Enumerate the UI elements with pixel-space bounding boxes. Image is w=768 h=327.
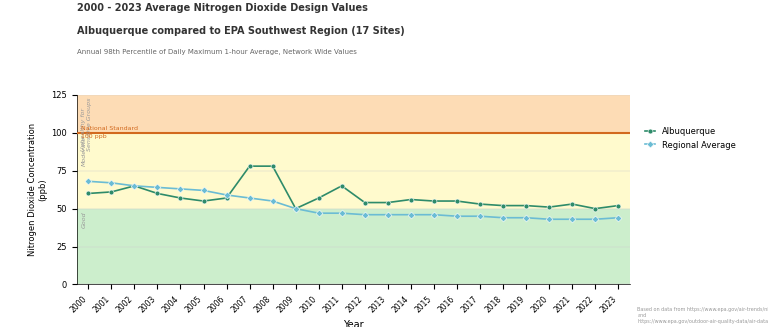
Text: Good: Good bbox=[81, 212, 87, 228]
Regional Average bbox=[291, 207, 300, 211]
Text: Based on data from https://www.epa.gov/air-trends/nitrogen-dioxide-trends
and
ht: Based on data from https://www.epa.gov/a… bbox=[637, 307, 768, 324]
Regional Average bbox=[498, 216, 508, 220]
Bar bbox=[77, 133, 630, 209]
Albuquerque bbox=[475, 202, 485, 206]
Regional Average bbox=[521, 216, 531, 220]
Regional Average bbox=[84, 179, 93, 183]
Albuquerque bbox=[199, 199, 208, 203]
Albuquerque bbox=[498, 204, 508, 208]
Albuquerque bbox=[291, 207, 300, 211]
Text: National Standard: National Standard bbox=[81, 126, 138, 131]
Legend: Albuquerque, Regional Average: Albuquerque, Regional Average bbox=[645, 128, 736, 150]
Regional Average bbox=[337, 211, 346, 215]
Regional Average bbox=[429, 213, 439, 217]
Albuquerque bbox=[545, 205, 554, 209]
Regional Average bbox=[475, 214, 485, 218]
Albuquerque bbox=[521, 204, 531, 208]
Regional Average bbox=[199, 188, 208, 192]
Albuquerque bbox=[245, 164, 254, 168]
Albuquerque bbox=[84, 192, 93, 196]
Y-axis label: Nitrogen Dioxide Concentration
(ppb): Nitrogen Dioxide Concentration (ppb) bbox=[28, 123, 47, 256]
X-axis label: Year: Year bbox=[343, 320, 363, 327]
Regional Average bbox=[545, 217, 554, 221]
Albuquerque bbox=[130, 184, 139, 188]
Regional Average bbox=[314, 211, 323, 215]
Regional Average bbox=[245, 196, 254, 200]
Bar bbox=[77, 209, 630, 284]
Regional Average bbox=[568, 217, 577, 221]
Line: Regional Average: Regional Average bbox=[86, 179, 621, 222]
Regional Average bbox=[406, 213, 415, 217]
Text: Albuquerque compared to EPA Southwest Region (17 Sites): Albuquerque compared to EPA Southwest Re… bbox=[77, 26, 405, 36]
Text: 2000 - 2023 Average Nitrogen Dioxide Design Values: 2000 - 2023 Average Nitrogen Dioxide Des… bbox=[77, 3, 368, 13]
Albuquerque bbox=[176, 196, 185, 200]
Bar bbox=[77, 95, 630, 133]
Albuquerque bbox=[107, 190, 116, 194]
Albuquerque bbox=[452, 199, 462, 203]
Regional Average bbox=[153, 185, 162, 189]
Regional Average bbox=[614, 216, 623, 220]
Regional Average bbox=[130, 184, 139, 188]
Regional Average bbox=[591, 217, 600, 221]
Line: Albuquerque: Albuquerque bbox=[86, 164, 621, 211]
Text: 100 ppb: 100 ppb bbox=[81, 134, 107, 139]
Albuquerque bbox=[337, 184, 346, 188]
Regional Average bbox=[107, 181, 116, 185]
Regional Average bbox=[268, 199, 277, 203]
Albuquerque bbox=[268, 164, 277, 168]
Albuquerque bbox=[222, 196, 231, 200]
Regional Average bbox=[222, 193, 231, 197]
Regional Average bbox=[383, 213, 392, 217]
Albuquerque bbox=[591, 207, 600, 211]
Text: Annual 98th Percentile of Daily Maximum 1-hour Average, Network Wide Values: Annual 98th Percentile of Daily Maximum … bbox=[77, 49, 356, 55]
Albuquerque bbox=[153, 192, 162, 196]
Albuquerque bbox=[360, 200, 369, 204]
Text: Moderate: Moderate bbox=[81, 136, 87, 166]
Regional Average bbox=[360, 213, 369, 217]
Regional Average bbox=[176, 187, 185, 191]
Text: Unhealthy for
Sensitive Groups: Unhealthy for Sensitive Groups bbox=[81, 98, 92, 151]
Regional Average bbox=[452, 214, 462, 218]
Albuquerque bbox=[406, 198, 415, 201]
Albuquerque bbox=[314, 196, 323, 200]
Albuquerque bbox=[429, 199, 439, 203]
Albuquerque bbox=[383, 200, 392, 204]
Albuquerque bbox=[568, 202, 577, 206]
Albuquerque bbox=[614, 204, 623, 208]
